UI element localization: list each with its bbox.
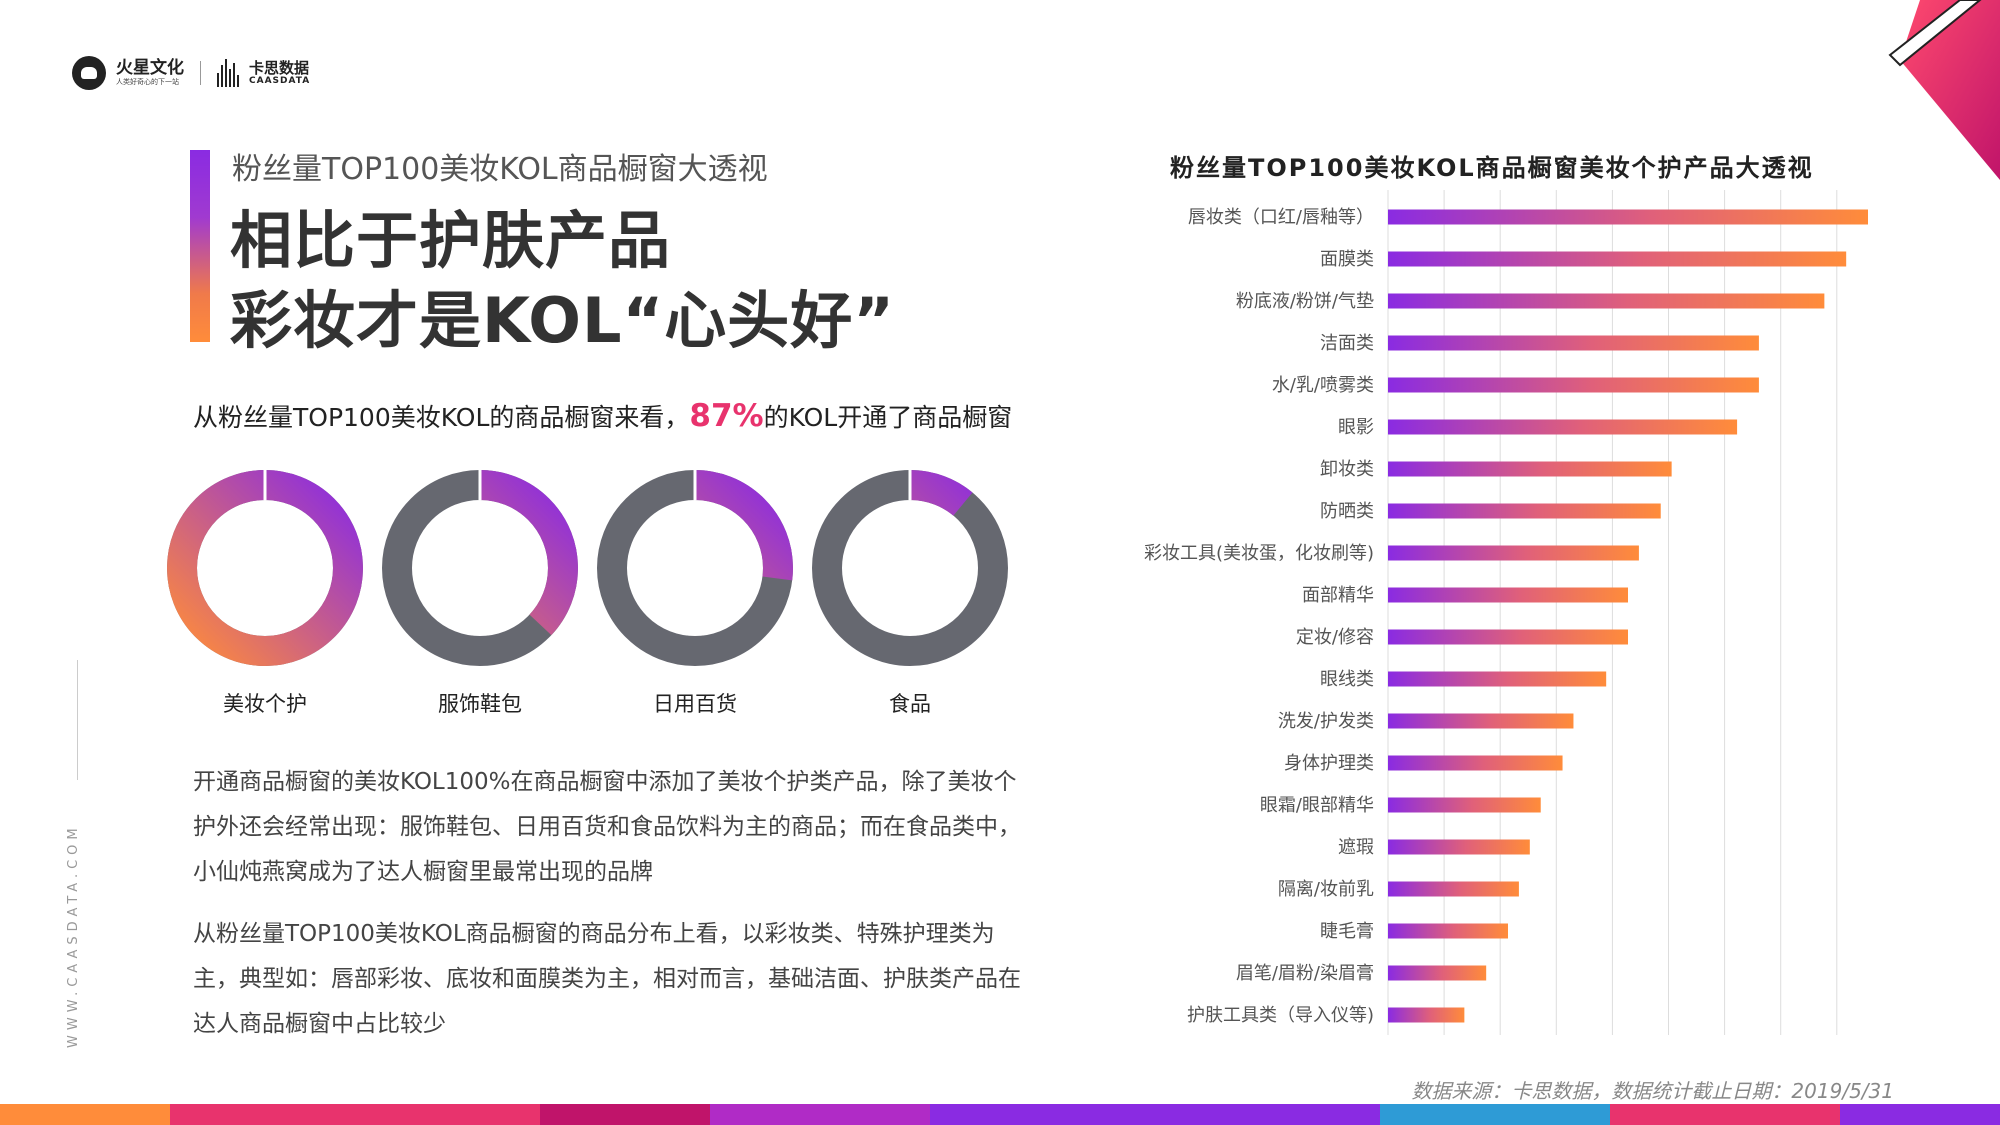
chart-category-label: 面部精华 xyxy=(1302,585,1374,606)
corner-decoration xyxy=(1888,0,2000,180)
paragraph-1: 开通商品橱窗的美妆KOL100%在商品橱窗中添加了美妆个护类产品，除了美妆个护外… xyxy=(193,769,1021,885)
chart-category-label: 定妆/修容 xyxy=(1296,627,1374,648)
brand2-sub: CAASDATA xyxy=(249,75,311,86)
chart-category-label: 面膜类 xyxy=(1320,249,1374,270)
chart-category-label: 彩妆工具(美妆蛋，化妆刷等) xyxy=(1144,543,1374,564)
donut-label: 日用百货 xyxy=(653,692,737,716)
chart-category-label: 睫毛膏 xyxy=(1320,920,1374,942)
chart-bar xyxy=(1388,839,1530,855)
stat-suffix: 的KOL开通了商品橱窗 xyxy=(763,403,1013,432)
donut-chart xyxy=(382,470,578,666)
title-line-2: 彩妆才是KOL“心头好” xyxy=(230,284,895,357)
chart-bars xyxy=(1388,209,1868,1023)
chart-category-label: 遮瑕 xyxy=(1338,837,1374,858)
donut-chart xyxy=(167,470,363,666)
chart-bar xyxy=(1388,923,1508,939)
bottom-color-stripe xyxy=(0,1104,2000,1125)
donut-label: 美妆个护 xyxy=(223,692,307,716)
chart-category-label: 洁面类 xyxy=(1320,333,1374,354)
chart-bar xyxy=(1388,965,1487,981)
logo-divider xyxy=(200,61,201,85)
donut-chart xyxy=(812,470,1008,666)
chart-bar xyxy=(1388,713,1574,729)
chart-bar xyxy=(1388,251,1847,267)
chart-bar xyxy=(1388,293,1825,309)
chart-category-label: 唇妆类（口红/唇釉等） xyxy=(1188,207,1374,228)
caasdata-logo-icon xyxy=(217,59,239,87)
side-url: WWW.CAASDATA.COM xyxy=(66,823,81,1048)
brand2-name: 卡思数据 xyxy=(249,58,310,77)
brand-logo: 火星文化 人类好奇心的下一站 卡思数据 CAASDATA xyxy=(72,56,310,90)
chart-category-labels: 唇妆类（口红/唇釉等） 面膜类粉底液/粉饼/气垫洁面类水/乳/喷雾类眼影卸妆类防晒… xyxy=(1144,207,1374,1026)
side-divider xyxy=(77,660,78,780)
title-line-1: 相比于护肤产品 xyxy=(230,204,672,277)
brand1-name: 火星文化 xyxy=(116,57,184,78)
chart-category-label: 洗发/护发类 xyxy=(1278,711,1374,732)
stat-line: 从粉丝量TOP100美妆KOL的商品橱窗来看，87%的KOL开通了商品橱窗 xyxy=(193,398,1012,434)
chart-category-label: 眉笔/眉粉/染眉膏 xyxy=(1236,962,1374,984)
chart-bar xyxy=(1388,503,1661,519)
chart-category-label: 水/乳/喷雾类 xyxy=(1272,375,1374,396)
donut-chart xyxy=(597,470,793,666)
chart-title: 粉丝量TOP100美妆KOL商品橱窗美妆个护产品大透视 xyxy=(1170,154,1814,182)
chart-bar xyxy=(1388,881,1519,897)
chart-bar xyxy=(1388,209,1868,225)
donut-remainder-ring xyxy=(812,470,1008,666)
stat-prefix: 从粉丝量TOP100美妆KOL的商品橱窗来看， xyxy=(193,403,690,432)
chart-category-label: 粉底液/粉饼/气垫 xyxy=(1236,291,1374,312)
chart-bar xyxy=(1388,629,1628,645)
chart-category-label: 身体护理类 xyxy=(1284,753,1374,774)
donut-label: 食品 xyxy=(889,692,931,716)
chart-bar xyxy=(1388,545,1639,561)
title-accent-bar xyxy=(190,150,210,342)
chart-category-label: 卸妆类 xyxy=(1320,459,1374,480)
chart-category-label: 眼霜/眼部精华 xyxy=(1260,795,1374,816)
chart-bar xyxy=(1388,755,1563,771)
chart-category-label: 防晒类 xyxy=(1320,501,1374,522)
data-source: 数据来源：卡思数据，数据统计截止日期：2019/5/31 xyxy=(1411,1079,1894,1103)
chart-bar xyxy=(1388,377,1759,393)
chart-bar xyxy=(1388,797,1541,813)
chart-category-label: 眼影 xyxy=(1338,417,1374,438)
chart-category-label: 眼线类 xyxy=(1320,669,1374,690)
donut-share-segment xyxy=(167,470,363,666)
subtitle: 粉丝量TOP100美妆KOL商品橱窗大透视 xyxy=(232,152,768,187)
chart-gridlines xyxy=(1387,190,1838,1035)
huoxing-logo-icon xyxy=(72,56,106,90)
chart-bar xyxy=(1388,671,1607,687)
stat-value: 87% xyxy=(689,398,764,434)
chart-category-label: 护肤工具类（导入仪等) xyxy=(1187,1005,1374,1026)
chart-bar xyxy=(1388,587,1628,603)
chart-category-label: 隔离/妆前乳 xyxy=(1278,879,1374,900)
chart-bar xyxy=(1388,461,1672,477)
brand1-tagline: 人类好奇心的下一站 xyxy=(116,77,179,86)
chart-bar xyxy=(1388,419,1738,435)
donut-label: 服饰鞋包 xyxy=(438,692,522,716)
chart-bar xyxy=(1388,335,1759,351)
paragraph-2: 从粉丝量TOP100美妆KOL商品橱窗的商品分布上看，以彩妆类、特殊护理类为主，… xyxy=(193,921,1021,1037)
bar-chart: 唇妆类（口红/唇釉等） 面膜类粉底液/粉饼/气垫洁面类水/乳/喷雾类眼影卸妆类防晒… xyxy=(1144,190,1868,1035)
chart-bar xyxy=(1388,1007,1465,1023)
